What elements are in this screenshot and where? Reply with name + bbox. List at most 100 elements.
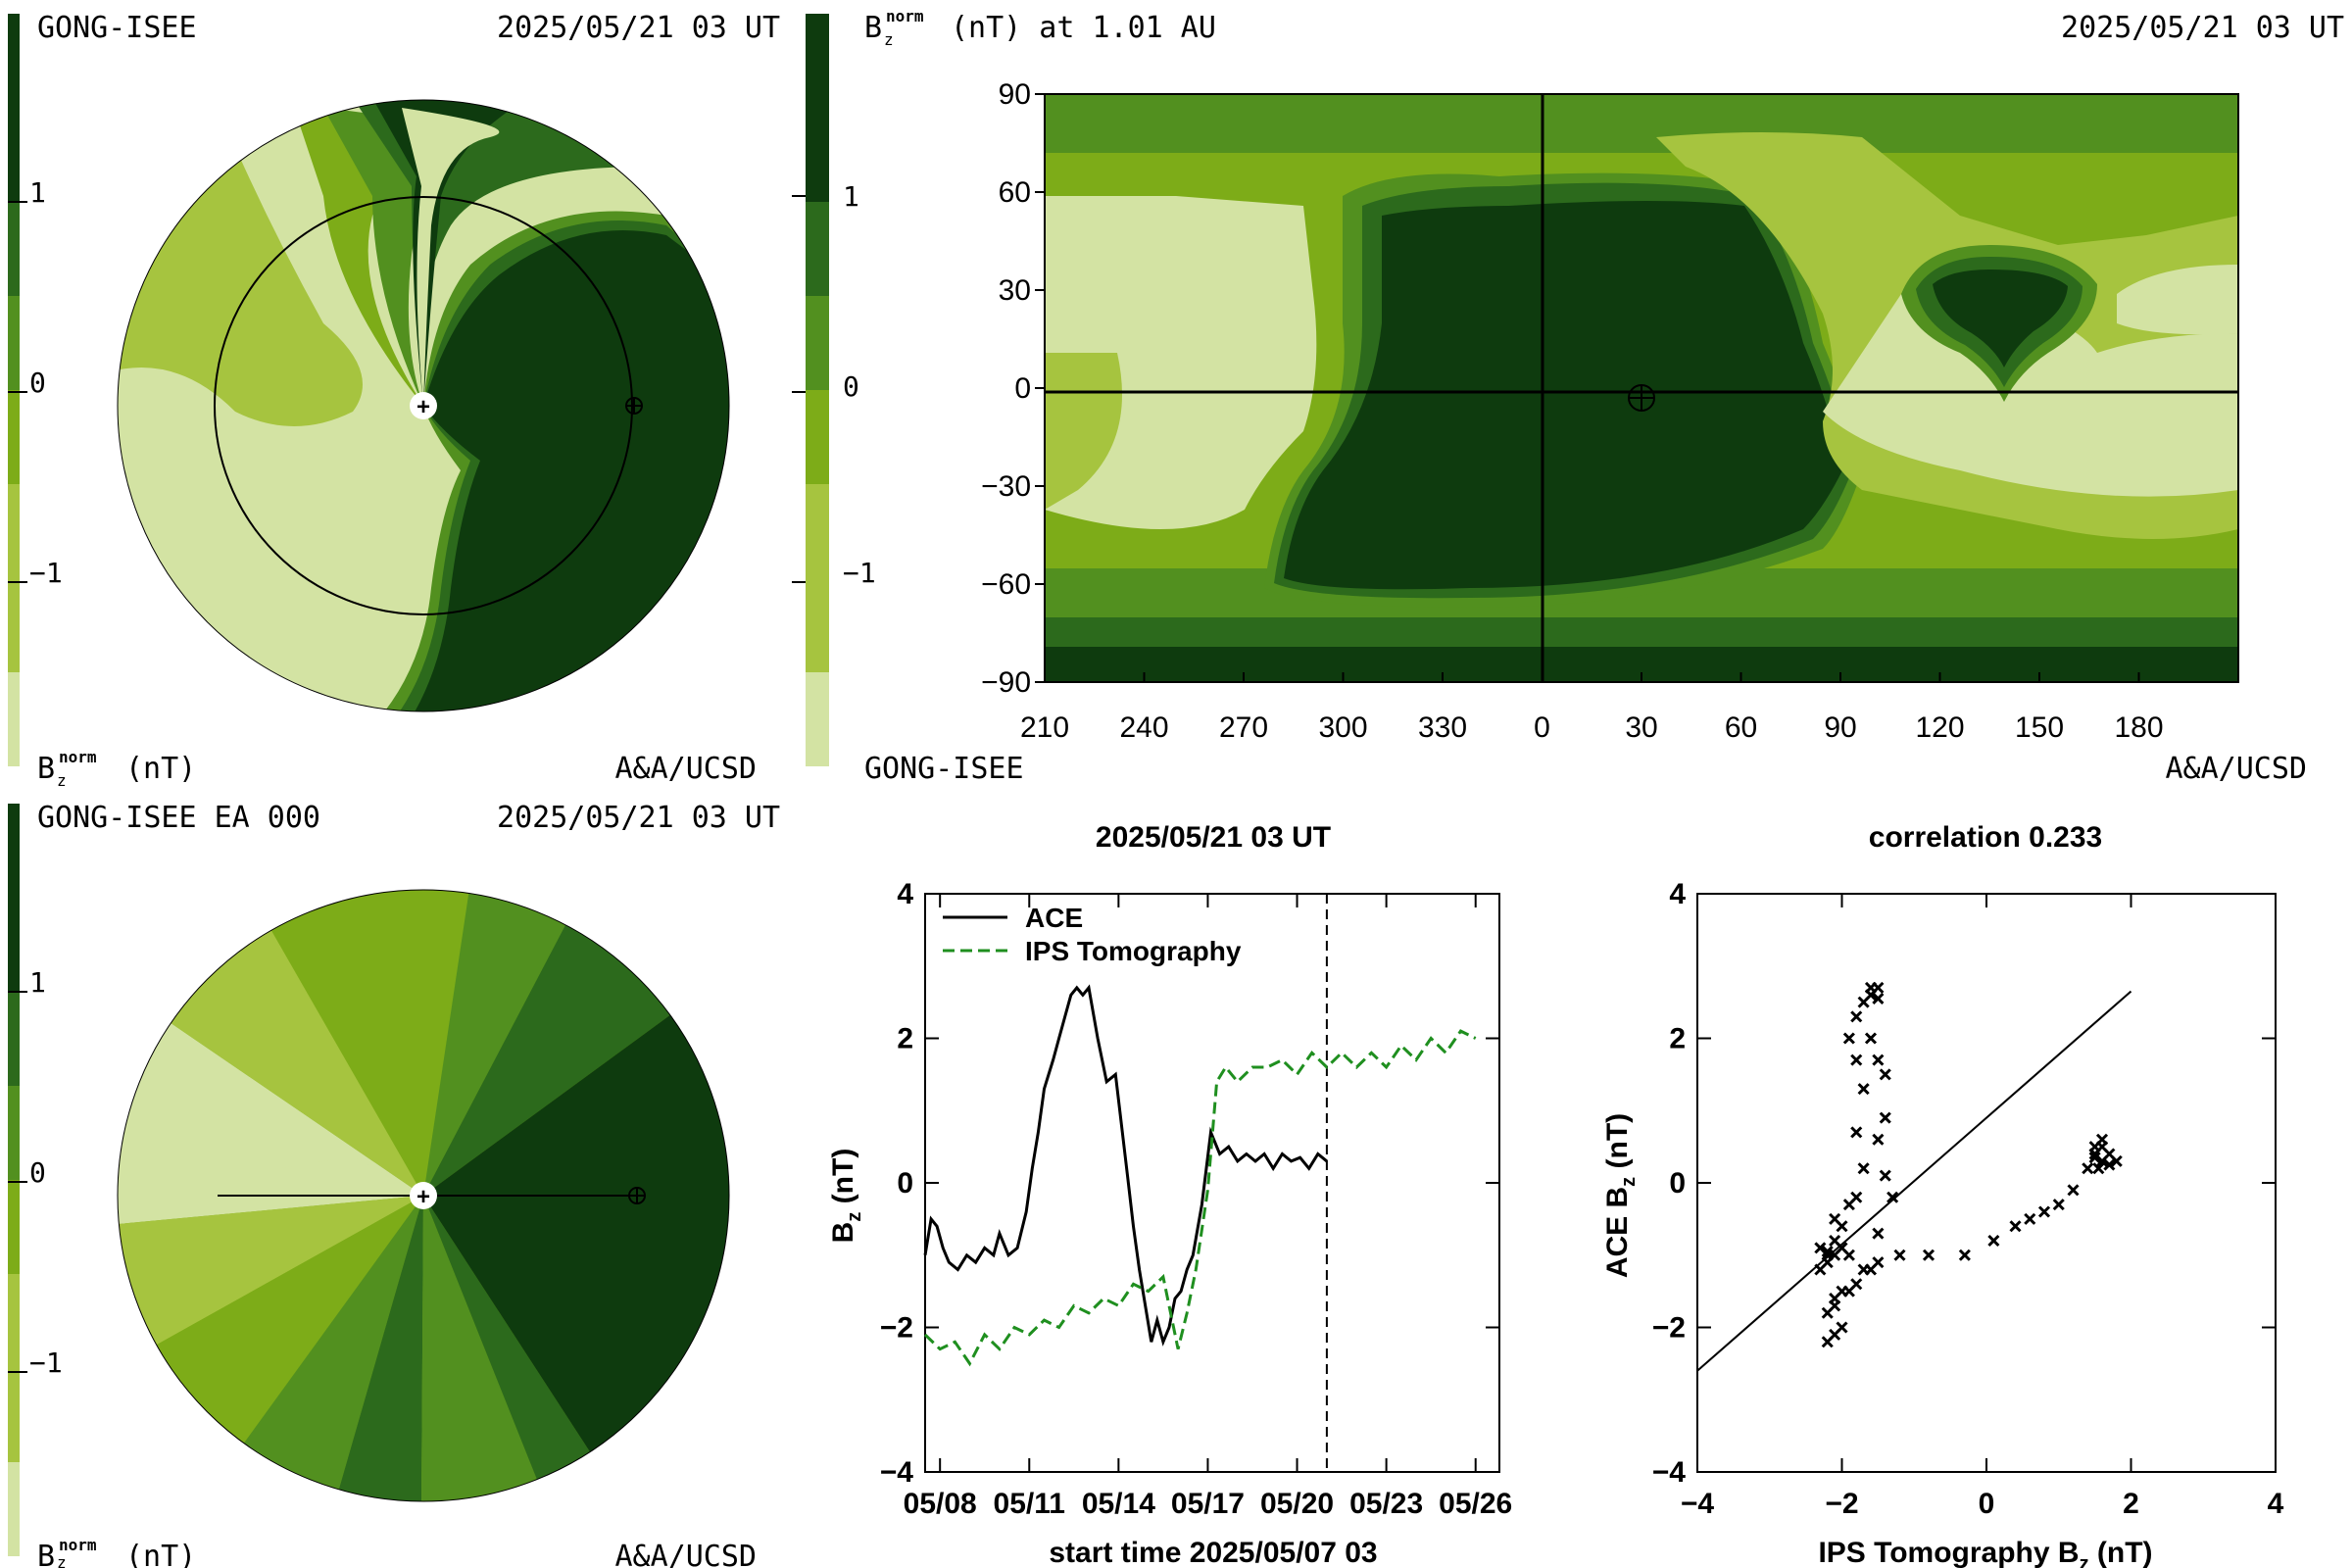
scatter-point — [1829, 1234, 1841, 1248]
earth-marker-icon — [628, 1187, 646, 1204]
y-tick-label: 90 — [999, 78, 1031, 111]
scatter-point — [1872, 1054, 1885, 1066]
svg-text:z: z — [57, 771, 67, 790]
scatter-point — [2110, 1154, 2123, 1167]
contour-region — [1045, 196, 1317, 529]
map-boundary — [117, 99, 730, 712]
contour-region — [333, 1196, 423, 1501]
colorbar-segment — [806, 14, 829, 108]
svg-text:(nT): (nT) — [125, 752, 196, 786]
x-tick-label: −2 — [1825, 1488, 1858, 1520]
scatter-point — [2103, 1158, 2116, 1171]
scatter-point — [1872, 992, 1885, 1005]
x-tick-label: 4 — [2268, 1488, 2284, 1520]
scatter-point — [1922, 1249, 1936, 1261]
contour-region — [1823, 294, 2238, 497]
y-tick-label: −2 — [1652, 1312, 1686, 1345]
scatter-point — [2009, 1220, 2022, 1233]
panel-top-left: 1 0 −1 GONG-ISEE 2025/05/21 03 UT + — [8, 11, 780, 790]
scatter-point — [1893, 1249, 1906, 1261]
x-tick-label: 90 — [1824, 711, 1856, 744]
x-tick-label: 330 — [1418, 711, 1467, 744]
svg-text:norm: norm — [59, 748, 97, 766]
bz-unit-label: B z norm (nT) — [37, 1536, 196, 1568]
sun-marker — [410, 392, 437, 419]
x-tick-label: 150 — [2015, 711, 2064, 744]
sun-plus-icon: + — [416, 1184, 430, 1210]
colorbar-tick-label: −1 — [843, 557, 876, 589]
colorbar-tick-label: −1 — [29, 557, 63, 589]
chart-title: correlation 0.233 — [1869, 821, 2102, 854]
map-x-ticks: 210 240 270 300 330 0 30 60 90 120 150 180 — [1020, 672, 2164, 744]
svg-text:(nT): (nT) — [125, 1540, 196, 1568]
scatter-point — [1850, 1054, 1863, 1066]
scatter-point — [2095, 1141, 2109, 1153]
y-tick-label: 60 — [999, 176, 1031, 209]
y-tick-label: −4 — [880, 1456, 914, 1489]
map-y-ticks: 90 60 30 0 −30 −60 −90 — [981, 78, 1045, 699]
time-series-lines — [923, 984, 1477, 1367]
time-series-axes: 4 2 0 −2 −405/08 05/11 05/14 05/17 05/20 05/23 05/… — [880, 878, 1512, 1520]
sun-plus-icon: + — [416, 394, 430, 420]
svg-text:B: B — [37, 1540, 55, 1568]
y-tick-label: −90 — [981, 666, 1031, 699]
y-axis-label: Bz (nT) — [827, 1149, 865, 1244]
legend-ips-label: IPS Tomography — [1025, 936, 1242, 966]
x-tick-label: 120 — [1915, 711, 1964, 744]
x-axis-label: IPS Tomography Bz (nT) — [1818, 1537, 2152, 1568]
scatter-point — [2082, 1162, 2094, 1175]
date-label: 2025/05/21 03 UT — [497, 801, 780, 835]
y-tick-label: 0 — [1014, 372, 1031, 405]
scatter-point — [2024, 1212, 2036, 1225]
scatter-axes: 4 2 0 −2 −4−4 −2 0 2 4 — [1652, 878, 2284, 1520]
svg-text:(nT) at 1.01 AU: (nT) at 1.01 AU — [951, 11, 1216, 45]
svg-text:norm: norm — [886, 7, 924, 25]
scatter-point — [1842, 1249, 1855, 1261]
colorbar-segment — [8, 1274, 20, 1368]
svg-text:ACE Bz (nT): ACE Bz (nT) — [1601, 1113, 1640, 1278]
colorbar-segment — [806, 672, 829, 766]
y-tick-label: 30 — [999, 274, 1031, 307]
x-tick-label: 05/08 — [904, 1488, 977, 1520]
earth-marker-icon — [1628, 384, 1655, 412]
source-label: GONG-ISEE EA 000 — [37, 801, 320, 835]
y-tick-label: 4 — [1669, 878, 1686, 910]
x-tick-label: 05/14 — [1082, 1488, 1155, 1520]
contour-region — [1284, 201, 1842, 590]
colorbar-segment — [806, 390, 829, 484]
contour-region — [1933, 270, 2068, 368]
scatter-point — [2092, 1162, 2105, 1175]
scatter-point — [2052, 1199, 2065, 1211]
ace-series-line — [923, 984, 1328, 1347]
colorbar-segment — [8, 202, 20, 296]
x-tick-label: −4 — [1681, 1488, 1715, 1520]
colorbar-segment — [8, 804, 20, 898]
colorbar-segment — [806, 108, 829, 202]
contour-region — [235, 1156, 423, 1196]
contour-region — [423, 960, 729, 1501]
y-tick-label: −60 — [981, 568, 1031, 601]
colorbar-top-right: 1 0 −1 — [792, 14, 876, 766]
x-tick-label: 270 — [1219, 711, 1268, 744]
y-tick-label: 2 — [1669, 1023, 1686, 1055]
scatter-point — [1842, 1285, 1855, 1298]
plot-frame — [924, 893, 1500, 1473]
scatter-point — [1829, 1212, 1841, 1225]
x-tick-label: 05/20 — [1260, 1488, 1334, 1520]
scatter-point — [1872, 1256, 1885, 1269]
x-tick-label: 300 — [1318, 711, 1367, 744]
colorbar-tick-label: 1 — [29, 176, 46, 209]
scatter-point — [1872, 1227, 1885, 1240]
x-tick-label: 05/26 — [1439, 1488, 1512, 1520]
svg-text:Bz (nT): Bz (nT) — [827, 1149, 865, 1244]
polar-map-top — [118, 100, 729, 711]
svg-text:z: z — [884, 30, 894, 49]
colorbar-tick-label: 0 — [843, 370, 859, 403]
colorbar-segment — [8, 1086, 20, 1180]
svg-text:z: z — [57, 1553, 67, 1568]
x-tick-label: 0 — [1534, 711, 1550, 744]
credit-label: A&A/UCSD — [615, 1540, 758, 1568]
y-tick-label: 0 — [1669, 1167, 1686, 1200]
x-tick-label: 2 — [2123, 1488, 2139, 1520]
